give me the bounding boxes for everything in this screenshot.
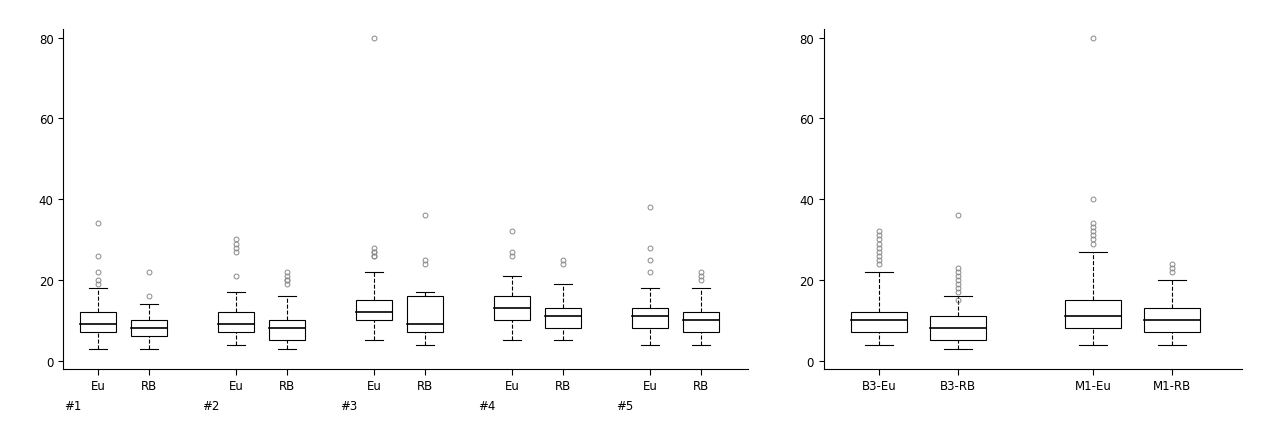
Bar [1066, 300, 1121, 329]
Bar [218, 312, 253, 332]
Text: #4: #4 [478, 399, 495, 412]
Text: #2: #2 [203, 399, 219, 412]
Text: #5: #5 [616, 399, 634, 412]
Bar [356, 300, 392, 321]
Bar [545, 309, 582, 329]
Bar [131, 321, 167, 337]
Bar [269, 321, 305, 341]
Bar [930, 316, 986, 341]
Bar [632, 309, 668, 329]
Bar [494, 296, 530, 321]
Bar [683, 312, 720, 332]
Bar [1144, 309, 1200, 332]
Bar [851, 312, 907, 332]
Bar [407, 296, 443, 332]
Bar [80, 312, 115, 332]
Text: #3: #3 [341, 399, 357, 412]
Text: #1: #1 [65, 399, 81, 412]
